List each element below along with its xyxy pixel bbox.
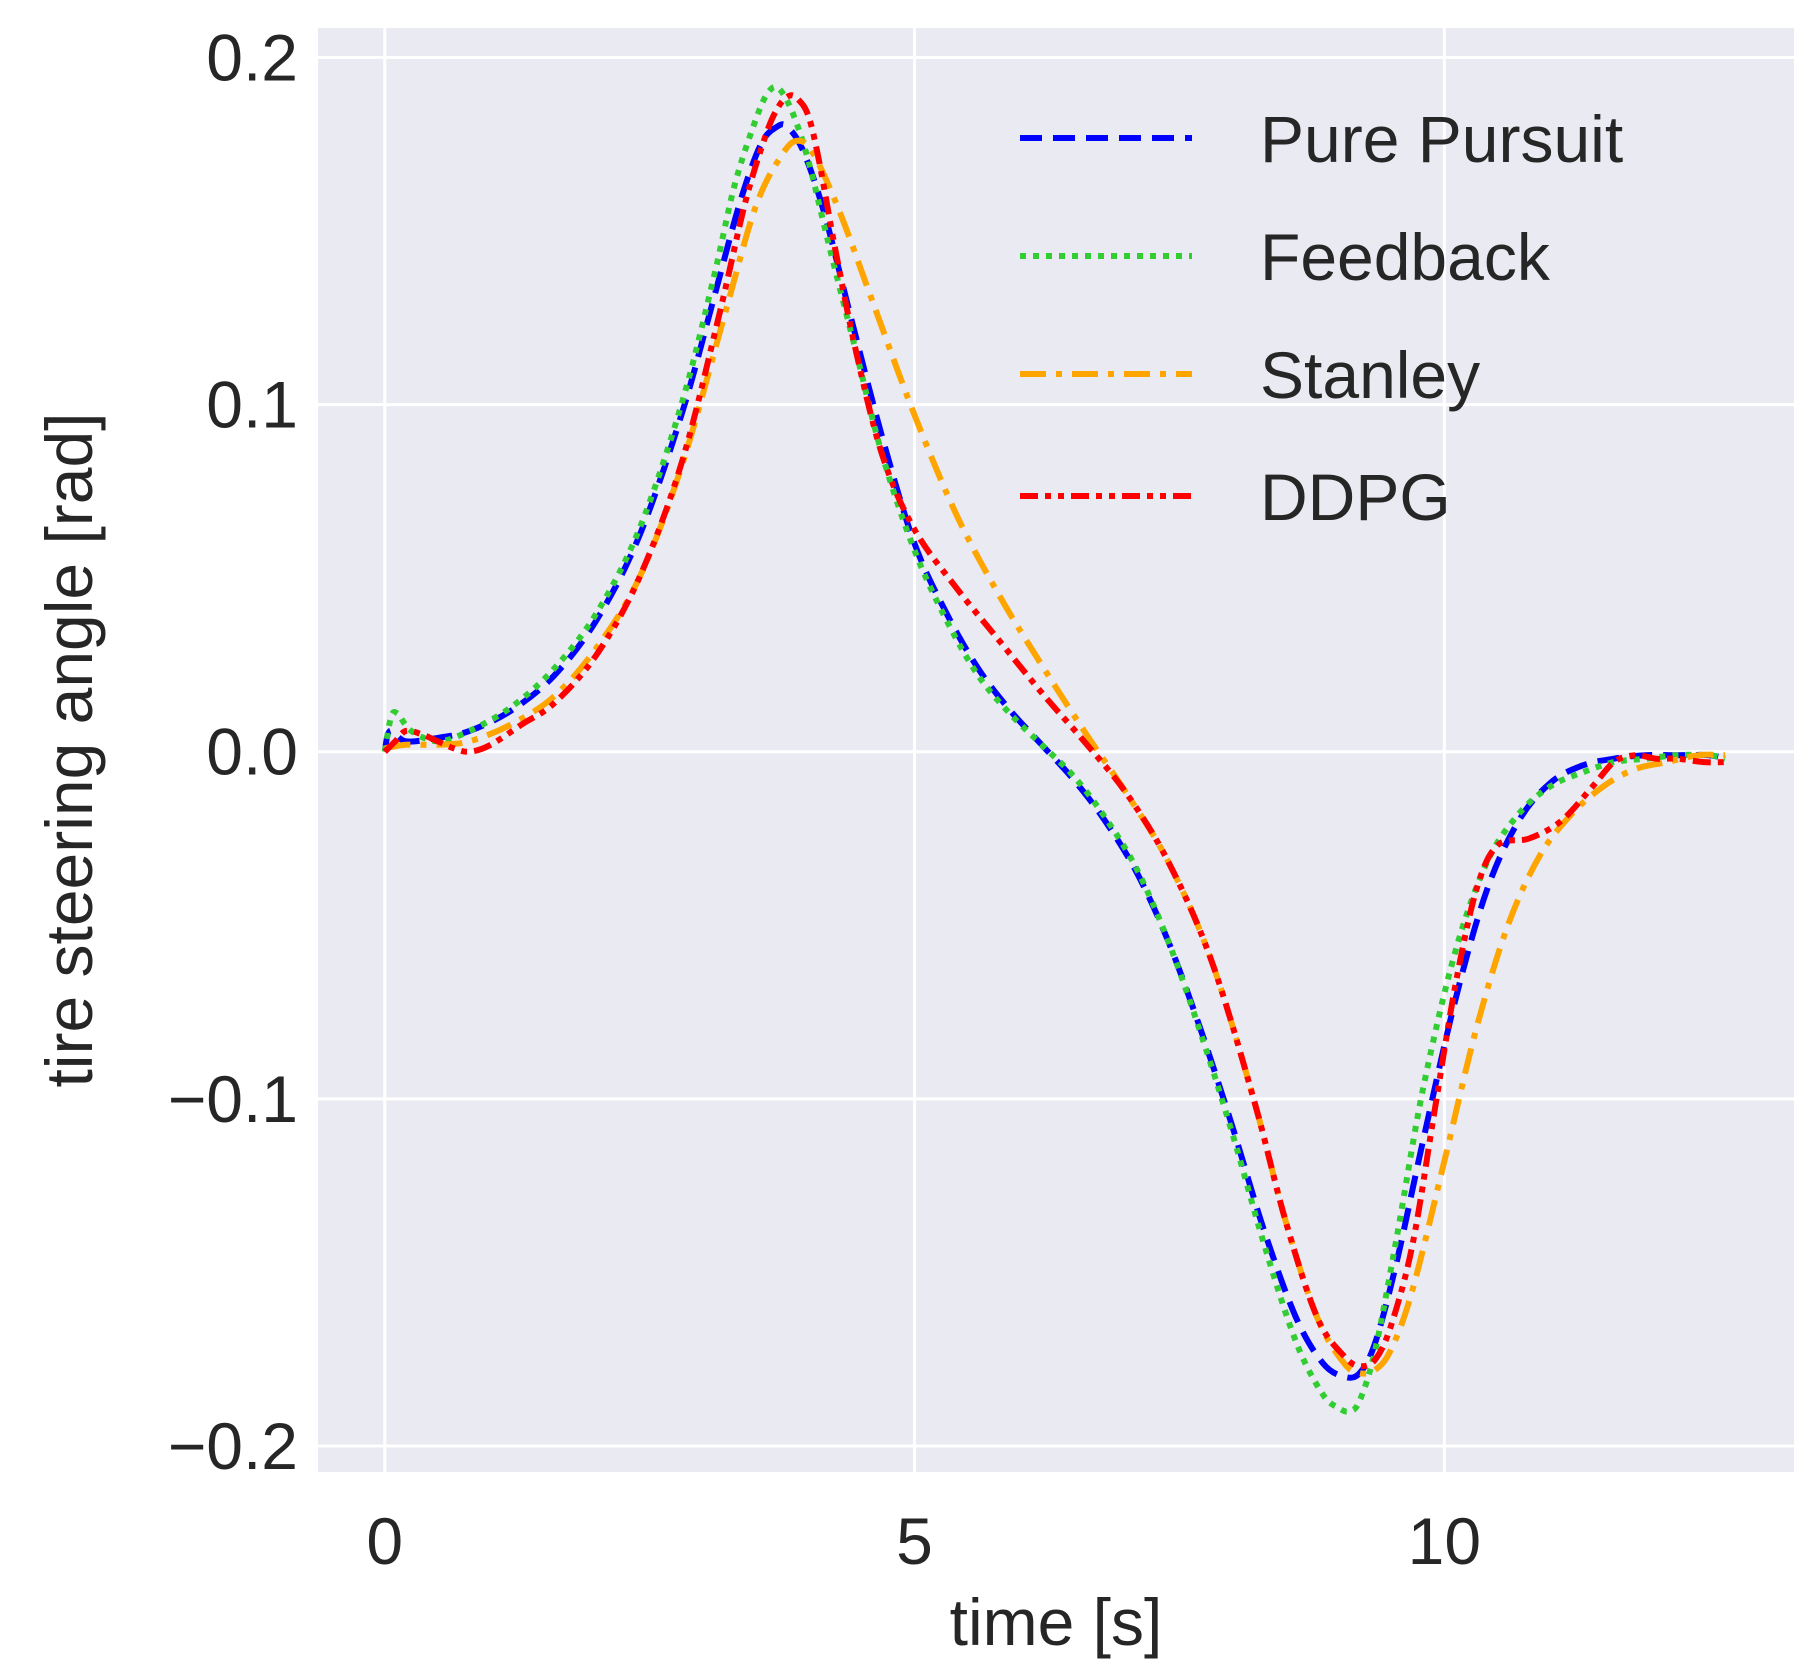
series-lines [381, 83, 1726, 1415]
legend: Pure Pursuit Feedback Stanley DDPG [1020, 102, 1623, 534]
y-tick-labels: −0.2 −0.1 0.0 0.1 0.2 [168, 21, 298, 1483]
x-tick-label: 0 [366, 1504, 403, 1578]
y-tick-label: 0.2 [206, 21, 298, 95]
legend-label-feedback: Feedback [1260, 220, 1551, 294]
x-tick-label: 10 [1408, 1504, 1481, 1578]
series-line-feedback [381, 83, 1726, 1415]
legend-label-ddpg: DDPG [1260, 460, 1451, 534]
x-tick-label: 5 [896, 1504, 933, 1578]
x-tick-labels: 0 5 10 [366, 1504, 1481, 1578]
series-line-stanley [384, 137, 1726, 1377]
y-tick-label: −0.2 [168, 1409, 298, 1483]
y-axis-label: tire steering angle [rad] [32, 412, 106, 1087]
plot-area-background [318, 28, 1794, 1472]
y-tick-label: 0.0 [206, 715, 298, 789]
series-line-ddpg [382, 92, 1726, 1370]
x-axis-label: time [s] [950, 1585, 1163, 1659]
y-tick-label: 0.1 [206, 368, 298, 442]
y-tick-label: −0.1 [168, 1062, 298, 1136]
grid-lines [318, 28, 1794, 1472]
legend-label-stanley: Stanley [1260, 338, 1480, 412]
legend-label-pure-pursuit: Pure Pursuit [1260, 102, 1623, 176]
